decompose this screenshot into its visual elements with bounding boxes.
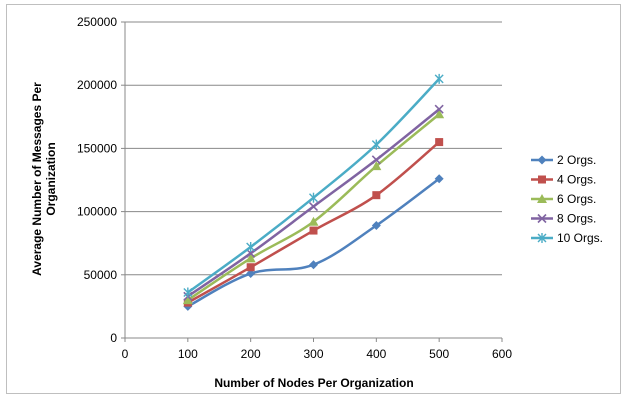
legend-label: 8 Orgs.	[557, 212, 596, 226]
legend-label: 2 Orgs.	[557, 153, 596, 167]
data-point	[310, 203, 318, 211]
legend-label: 10 Orgs.	[557, 231, 603, 245]
x-tick-label: 100	[178, 347, 198, 361]
x-tick-label: 0	[122, 347, 129, 361]
legend-item: 10 Orgs.	[531, 231, 603, 245]
legend-marker	[538, 156, 547, 165]
y-axis-title: Average Number of Messages Per Organizat…	[30, 82, 58, 276]
series-layer	[183, 74, 444, 311]
axes	[121, 22, 502, 342]
data-point	[372, 140, 380, 150]
x-tick-label: 500	[429, 347, 449, 361]
y-tick-label: 200000	[77, 78, 117, 92]
data-point	[372, 191, 380, 199]
gridlines	[125, 22, 502, 275]
legend-item: 6 Orgs.	[531, 192, 596, 206]
legend-item: 4 Orgs.	[531, 173, 596, 187]
x-tick-label: 400	[366, 347, 386, 361]
series-4	[184, 105, 443, 300]
x-tick-label: 300	[303, 347, 323, 361]
legend-marker	[538, 176, 546, 184]
y-axis-title-line-1: Average Number of Messages Per	[30, 82, 44, 276]
legend-label: 6 Orgs.	[557, 192, 596, 206]
data-point	[247, 242, 255, 252]
legend-label: 4 Orgs.	[557, 173, 596, 187]
y-tick-label: 50000	[84, 268, 118, 282]
y-tick-label: 150000	[77, 141, 117, 155]
data-point	[310, 227, 318, 235]
x-axis-title: Number of Nodes Per Organization	[214, 376, 413, 390]
y-axis-title-line-2: Organization	[44, 142, 58, 215]
data-point	[247, 263, 255, 271]
legend: 2 Orgs. 4 Orgs. 6 Orgs. 8 Orgs. 10 Orgs.	[531, 153, 603, 245]
y-tick-label: 250000	[77, 15, 117, 29]
y-tick-label: 0	[110, 331, 117, 345]
data-point	[309, 260, 318, 269]
legend-item: 8 Orgs.	[531, 212, 596, 226]
data-point	[435, 138, 443, 146]
y-tick-label: 100000	[77, 205, 117, 219]
x-tick-label: 600	[492, 347, 512, 361]
data-point	[310, 193, 318, 203]
x-tick-label: 200	[241, 347, 261, 361]
x-tick-labels: 0 100 200 300 400 500 600	[122, 347, 513, 361]
data-point	[435, 74, 443, 84]
legend-item: 2 Orgs.	[531, 153, 596, 167]
y-tick-labels: 0 50000 100000 150000 200000 250000	[77, 15, 117, 345]
